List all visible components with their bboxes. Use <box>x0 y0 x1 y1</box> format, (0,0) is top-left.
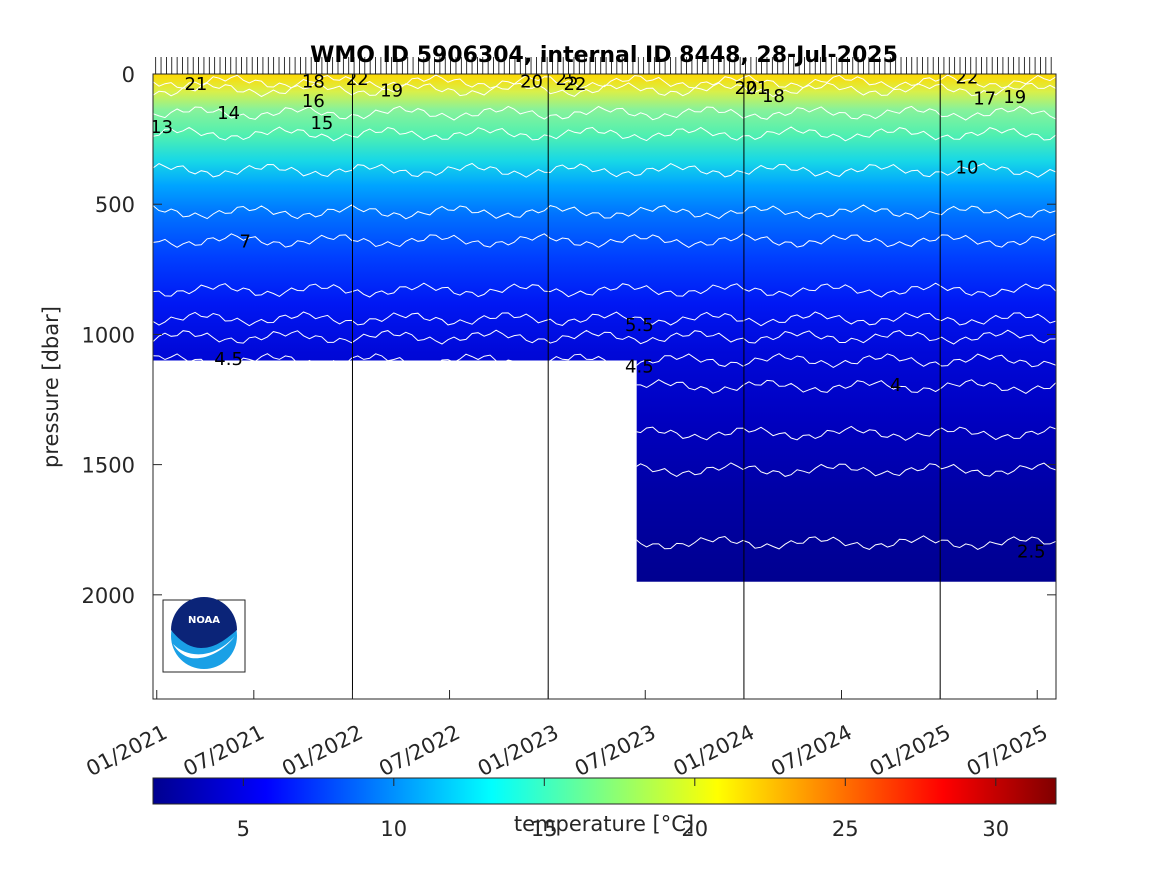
isotherm-line <box>153 82 1056 98</box>
contour-label: 4.5 <box>625 357 654 378</box>
x-tick-label: 01/2023 <box>474 720 563 781</box>
contour-label: 7 <box>240 232 251 253</box>
isotherm-line <box>153 126 1056 142</box>
colorbar-tick-label: 10 <box>380 817 407 841</box>
y-axis: 0 500 1000 1500 2000 <box>82 63 1056 608</box>
contour-label: 18 <box>762 86 785 107</box>
colorbar-tick-label: 20 <box>681 817 708 841</box>
x-tick-label: 07/2025 <box>963 720 1052 781</box>
year-boundary-lines <box>351 74 941 699</box>
contour-label: 14 <box>217 103 240 124</box>
contour-label: 19 <box>1003 87 1026 108</box>
y-axis-label: pressure [dbar] <box>39 306 63 468</box>
contour-label: 22 <box>956 68 979 89</box>
isotherm-line <box>153 282 1056 298</box>
x-axis: 01/2021 07/2021 01/2022 07/2022 01/2023 07/20… <box>82 690 1052 781</box>
noaa-logo: NOAA <box>162 597 246 673</box>
y-tick-label: 0 <box>122 63 135 87</box>
x-tick-label: 07/2024 <box>767 720 856 781</box>
isotherm-line <box>153 311 1056 327</box>
x-tick-label: 01/2025 <box>866 720 955 781</box>
isotherm-line <box>153 329 1056 345</box>
contour-label: 20 <box>735 78 758 99</box>
x-tick-label: 01/2021 <box>82 720 171 781</box>
colorbar: 5 10 15 20 25 30 temperature [°C] <box>152 777 1057 841</box>
contour-label: 25 <box>556 69 579 90</box>
noaa-logo-text: NOAA <box>188 615 220 626</box>
colorbar-tick-label: 15 <box>531 817 558 841</box>
contour-label: 21 <box>745 78 768 99</box>
contour-label: 19 <box>380 81 403 102</box>
isotherm-line <box>153 162 1056 178</box>
contour-label: 21 <box>184 74 207 95</box>
colorbar-tick-label: 25 <box>832 817 859 841</box>
profile-tick-marks <box>155 57 1052 74</box>
x-tick-label: 07/2022 <box>375 720 464 781</box>
contour-label: 15 <box>310 113 333 134</box>
contour-label: 4.5 <box>214 349 243 370</box>
contour-label: 4 <box>890 375 901 396</box>
colorbar-ticks: 5 10 15 20 25 30 <box>237 778 1009 841</box>
contour-label: 22 <box>346 69 369 90</box>
colorbar-gradient <box>152 777 1057 805</box>
contour-label: 17 <box>973 88 996 109</box>
contour-label: 18 <box>302 72 325 93</box>
contour-label: 2.5 <box>1017 542 1046 563</box>
y-tick-label: 500 <box>95 193 135 217</box>
colorbar-tick-label: 30 <box>982 817 1009 841</box>
chart-title: WMO ID 5906304, internal ID 8448, 28-Jul… <box>310 43 898 68</box>
colorbar-label: temperature [°C] <box>514 812 694 836</box>
contour-label: 20 <box>520 72 543 93</box>
isotherm-line <box>153 74 1056 90</box>
y-tick-label: 2000 <box>82 584 135 608</box>
x-tick-label: 07/2023 <box>571 720 660 781</box>
contour-label: 10 <box>956 157 979 178</box>
isotherm-line <box>153 204 1056 220</box>
x-tick-label: 07/2021 <box>179 720 268 781</box>
isotherm-line <box>153 233 1056 248</box>
y-tick-label: 1000 <box>82 323 135 347</box>
y-tick-label: 1500 <box>82 454 135 478</box>
colorbar-tick-label: 5 <box>237 817 250 841</box>
contour-label: 5.5 <box>625 315 654 336</box>
x-tick-label: 01/2024 <box>670 720 759 781</box>
isotherm-line <box>153 105 1056 121</box>
plot-frame <box>152 73 1057 700</box>
contour-label: 16 <box>302 91 325 112</box>
x-tick-label: 01/2022 <box>278 720 367 781</box>
contour-label: 22 <box>564 74 587 95</box>
contour-label: 13 <box>150 117 173 138</box>
